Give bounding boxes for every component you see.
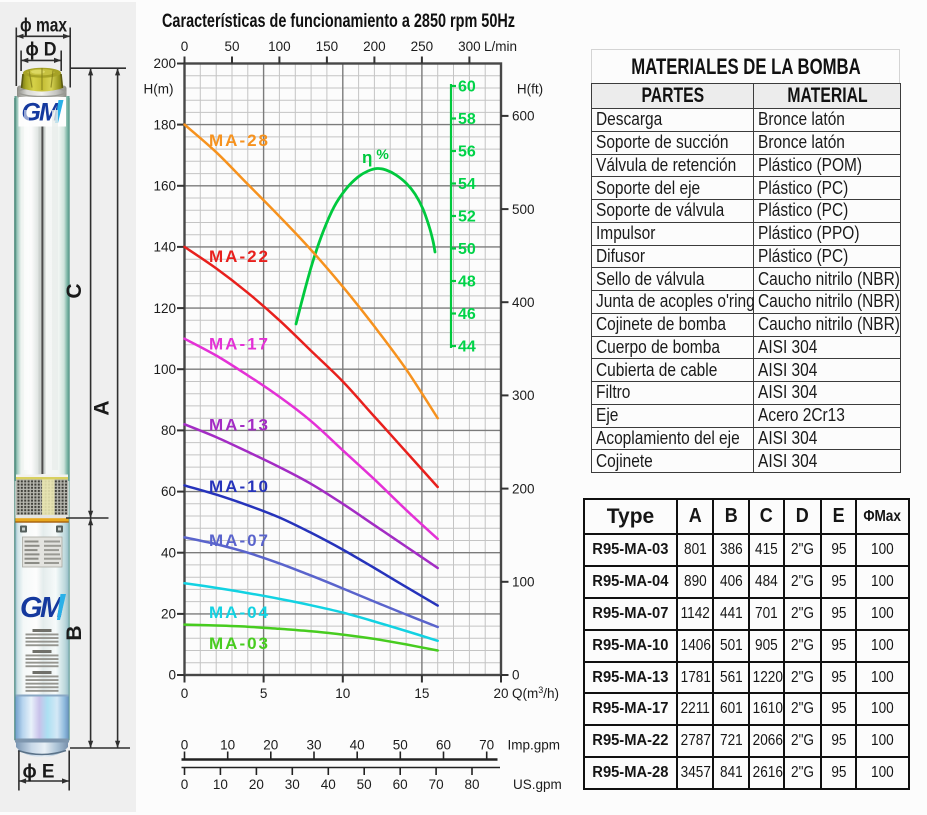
svg-text:200: 200 — [363, 39, 386, 54]
svg-text:56: 56 — [458, 143, 476, 160]
svg-text:70: 70 — [429, 777, 444, 792]
svg-text:54: 54 — [458, 176, 476, 193]
svg-text:50: 50 — [224, 39, 239, 54]
svg-text:10: 10 — [335, 686, 350, 701]
svg-text:MA-13: MA-13 — [209, 416, 270, 435]
svg-text:250: 250 — [411, 39, 434, 54]
svg-text:140: 140 — [153, 240, 176, 255]
svg-text:B: B — [63, 625, 86, 640]
svg-text:200: 200 — [153, 56, 176, 71]
svg-text:L/min: L/min — [484, 39, 517, 54]
svg-text:20: 20 — [493, 686, 508, 701]
svg-text:η%: η% — [362, 146, 389, 167]
svg-text:10: 10 — [213, 777, 228, 792]
svg-text:MA-03: MA-03 — [209, 634, 270, 653]
svg-text:40: 40 — [350, 738, 365, 753]
svg-text:50: 50 — [357, 777, 372, 792]
svg-text:80: 80 — [161, 423, 176, 438]
svg-text:A: A — [91, 400, 114, 415]
svg-text:Características de funcionamie: Características de funcionamiento a 2850… — [162, 10, 515, 32]
svg-text:60: 60 — [458, 78, 476, 95]
svg-text:70: 70 — [479, 738, 494, 753]
svg-text:Imp.gpm: Imp.gpm — [508, 738, 561, 753]
svg-text:MA-10: MA-10 — [209, 477, 270, 496]
svg-text:60: 60 — [161, 484, 176, 499]
svg-text:MA-22: MA-22 — [209, 247, 270, 266]
svg-text:80: 80 — [464, 777, 479, 792]
svg-text:50: 50 — [458, 241, 476, 258]
svg-text:ϕ D: ϕ D — [26, 40, 57, 61]
svg-text:Q(m3/h): Q(m3/h) — [512, 685, 559, 701]
svg-text:150: 150 — [316, 39, 339, 54]
svg-text:US.gpm: US.gpm — [513, 777, 562, 792]
svg-text:58: 58 — [458, 111, 476, 128]
svg-text:60: 60 — [393, 777, 408, 792]
svg-text:100: 100 — [153, 362, 176, 377]
svg-text:300: 300 — [458, 39, 481, 54]
svg-text:300: 300 — [512, 388, 535, 403]
svg-text:160: 160 — [153, 179, 176, 194]
svg-text:20: 20 — [161, 607, 176, 622]
svg-text:0: 0 — [181, 39, 189, 54]
svg-text:15: 15 — [414, 686, 429, 701]
svg-text:120: 120 — [153, 301, 176, 316]
svg-text:5: 5 — [260, 686, 268, 701]
svg-text:48: 48 — [458, 273, 476, 290]
svg-text:60: 60 — [436, 738, 451, 753]
svg-text:52: 52 — [458, 208, 476, 225]
svg-text:20: 20 — [249, 777, 264, 792]
svg-text:MA-07: MA-07 — [209, 531, 270, 550]
svg-text:180: 180 — [153, 117, 176, 132]
svg-text:0: 0 — [181, 777, 189, 792]
svg-text:200: 200 — [512, 481, 535, 496]
svg-text:44: 44 — [458, 338, 476, 355]
svg-text:30: 30 — [285, 777, 300, 792]
svg-text:0: 0 — [181, 738, 189, 753]
svg-text:30: 30 — [306, 738, 321, 753]
svg-text:MA-17: MA-17 — [209, 335, 270, 354]
svg-text:ϕ E: ϕ E — [23, 762, 55, 783]
svg-text:40: 40 — [161, 545, 176, 560]
svg-text:50: 50 — [393, 738, 408, 753]
svg-text:500: 500 — [512, 202, 535, 217]
svg-text:H(m): H(m) — [144, 82, 174, 97]
svg-text:46: 46 — [458, 306, 476, 323]
svg-text:MA-28: MA-28 — [209, 131, 270, 150]
svg-text:20: 20 — [263, 738, 278, 753]
svg-text:MA-04: MA-04 — [209, 603, 270, 622]
svg-text:C: C — [63, 283, 86, 298]
svg-text:H(ft): H(ft) — [517, 82, 543, 97]
svg-text:600: 600 — [512, 109, 535, 124]
svg-text:0: 0 — [168, 668, 176, 683]
svg-text:100: 100 — [268, 39, 291, 54]
svg-text:0: 0 — [181, 686, 189, 701]
svg-text:ϕ max: ϕ max — [20, 16, 67, 37]
svg-text:40: 40 — [321, 777, 336, 792]
svg-text:100: 100 — [512, 575, 535, 590]
svg-text:400: 400 — [512, 295, 535, 310]
svg-text:0: 0 — [512, 668, 520, 683]
svg-text:10: 10 — [220, 738, 235, 753]
